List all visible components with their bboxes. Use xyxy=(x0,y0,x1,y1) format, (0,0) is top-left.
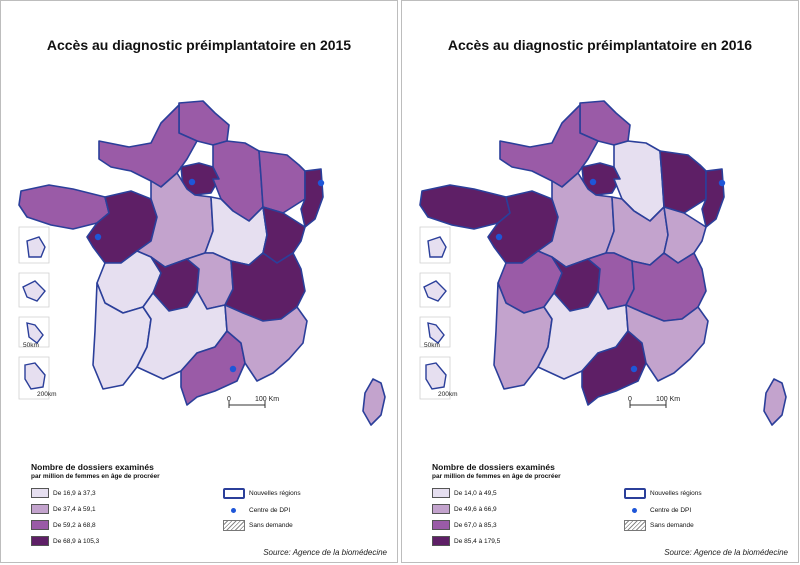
legend-swatch xyxy=(31,520,49,530)
hatch-symbol xyxy=(624,519,646,531)
region-provence-alpes-cote-dazur xyxy=(625,304,709,382)
legend-swatch xyxy=(432,536,450,546)
legend-regions: Nouvelles régions xyxy=(624,487,702,499)
dpi-center-marker xyxy=(188,178,196,186)
map-panel-2016: Accès au diagnostic préimplantatoire en … xyxy=(401,0,799,563)
region-provence-alpes-cote-dazur xyxy=(224,304,308,382)
legend-class-2: De 49,6 à 66,9 xyxy=(432,503,497,515)
legend-swatch xyxy=(31,536,49,546)
source-note: Source: Agence de la biomédecine xyxy=(263,548,387,557)
dpi-center-marker xyxy=(94,233,102,241)
legend-swatch xyxy=(432,520,450,530)
legend-dpi-center: Centre de DPI xyxy=(223,504,290,516)
scale-bar xyxy=(228,401,266,408)
dpi-center-marker xyxy=(718,179,726,187)
legend-title: Nombre de dossiers examinés xyxy=(31,462,154,472)
dpi-center-marker xyxy=(495,233,503,241)
inset-scale-200km: 200km xyxy=(438,391,458,398)
overseas-region-1 xyxy=(26,236,46,258)
region-grand-est-east xyxy=(659,150,707,214)
legend-title: Nombre de dossiers examinés xyxy=(432,462,555,472)
map-title: Accès au diagnostic préimplantatoire en … xyxy=(447,37,753,53)
region-alsace xyxy=(300,168,324,228)
overseas-inset-frame xyxy=(18,226,50,264)
region-bretagne xyxy=(18,184,110,230)
region-languedoc-roussillon xyxy=(180,330,246,406)
legend-class-4: De 68,9 à 105,3 xyxy=(31,535,99,547)
legend-class-4: De 85,4 à 179,5 xyxy=(432,535,500,547)
france-choropleth-map xyxy=(419,100,787,426)
legend-swatch xyxy=(432,504,450,514)
overseas-region-2 xyxy=(22,280,46,302)
legend-dpi-center: Centre de DPI xyxy=(624,504,691,516)
dpi-center-marker xyxy=(589,178,597,186)
overseas-region-4 xyxy=(425,362,447,390)
region-normandie xyxy=(98,104,198,188)
overseas-region-2 xyxy=(423,280,447,302)
legend-swatch xyxy=(432,488,450,498)
dpi-center-marker xyxy=(630,365,638,373)
dpi-center-symbol xyxy=(624,505,646,516)
region-border-symbol xyxy=(223,487,245,499)
legend-no-request: Sans demande xyxy=(624,519,694,531)
legend-class-2: De 37,4 à 59,1 xyxy=(31,503,96,515)
legend-class-1: De 16,9 à 37,3 xyxy=(31,487,96,499)
legend-class-3: De 59,2 à 68,8 xyxy=(31,519,96,531)
overseas-region-3 xyxy=(427,322,445,344)
region-corse xyxy=(362,378,386,426)
overseas-inset-frame xyxy=(18,356,50,400)
region-languedoc-roussillon xyxy=(581,330,647,406)
source-note: Source: Agence de la biomédecine xyxy=(664,548,788,557)
inset-scale-50km: 50km xyxy=(424,342,440,349)
map-panel-2015: Accès au diagnostic préimplantatoire en … xyxy=(0,0,398,563)
legend-subtitle: par million de femmes en âge de procréer xyxy=(432,473,561,480)
overseas-inset-frame xyxy=(419,272,451,308)
france-choropleth-map xyxy=(18,100,386,426)
legend-regions: Nouvelles régions xyxy=(223,487,301,499)
region-corse xyxy=(763,378,787,426)
scale-label: 100 Km xyxy=(255,396,280,403)
legend-swatch xyxy=(31,488,49,498)
overseas-region-3 xyxy=(26,322,44,344)
overseas-inset-frame xyxy=(419,316,451,348)
scale-bar xyxy=(629,401,667,408)
legend-class-3: De 67,0 à 85,3 xyxy=(432,519,497,531)
inset-scale-50km: 50km xyxy=(23,342,39,349)
overseas-inset-frame xyxy=(419,356,451,400)
hatch-symbol xyxy=(223,519,245,531)
dpi-center-marker xyxy=(317,179,325,187)
scale-zero: 0 xyxy=(227,396,231,403)
legend-subtitle: par million de femmes en âge de procréer xyxy=(31,473,160,480)
scale-zero: 0 xyxy=(628,396,632,403)
overseas-region-4 xyxy=(24,362,46,390)
overseas-inset-frame xyxy=(18,316,50,348)
overseas-region-1 xyxy=(427,236,447,258)
region-franche-comte xyxy=(262,206,306,264)
legend-swatch xyxy=(31,504,49,514)
legend-class-1: De 14,0 à 49,5 xyxy=(432,487,497,499)
region-border-symbol xyxy=(624,487,646,499)
map-title: Accès au diagnostic préimplantatoire en … xyxy=(46,37,352,53)
region-franche-comte xyxy=(663,206,707,264)
dpi-center-symbol xyxy=(223,505,245,516)
scale-label: 100 Km xyxy=(656,396,681,403)
region-alsace xyxy=(701,168,725,228)
inset-scale-200km: 200km xyxy=(37,391,57,398)
dpi-center-marker xyxy=(229,365,237,373)
region-bretagne xyxy=(419,184,511,230)
region-grand-est-east xyxy=(258,150,306,214)
overseas-inset-frame xyxy=(18,272,50,308)
legend-no-request: Sans demande xyxy=(223,519,293,531)
overseas-inset-frame xyxy=(419,226,451,264)
region-normandie xyxy=(499,104,599,188)
